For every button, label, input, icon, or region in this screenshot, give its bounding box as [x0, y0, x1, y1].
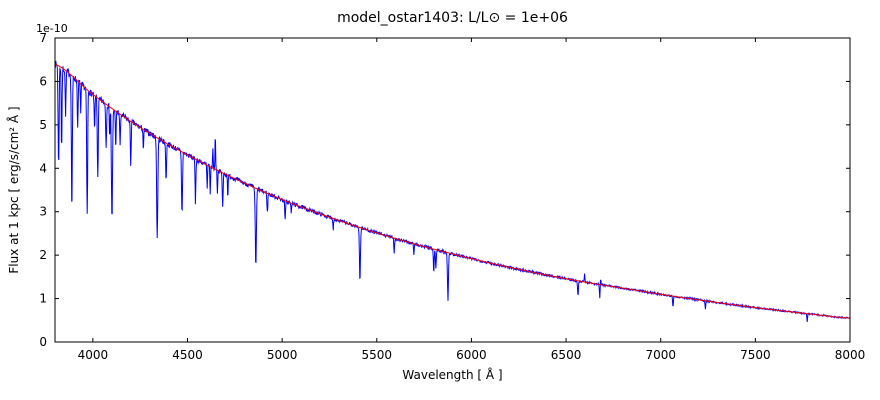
x-tick-label: 6000 [456, 348, 487, 362]
y-tick-label: 5 [39, 118, 47, 132]
x-tick-label: 7500 [740, 348, 771, 362]
x-tick-label: 5500 [362, 348, 393, 362]
y-tick-label: 1 [39, 292, 47, 306]
y-tick-label: 3 [39, 205, 47, 219]
x-tick-label: 7000 [645, 348, 676, 362]
y-tick-label: 4 [39, 161, 47, 175]
y-axis-offset-label: 1e-10 [36, 22, 68, 35]
axis-ticks [55, 37, 851, 343]
spectrum-line [54, 60, 851, 322]
y-tick-label: 2 [39, 248, 47, 262]
tick-labels: 4000 4500 5000 5500 6000 6500 7000 7500 8000 0 1 2 3… [39, 31, 865, 362]
axes-frame [54, 37, 851, 343]
x-axis-label: Wavelength [ Å ] [402, 368, 503, 382]
chart-title: model_ostar1403: L/L⊙ = 1e+06 [337, 10, 568, 26]
continuum-line [54, 63, 850, 319]
x-tick-label: 6500 [551, 348, 582, 362]
x-tick-label: 8000 [835, 348, 866, 362]
x-tick-label: 5000 [267, 348, 298, 362]
x-tick-label: 4000 [78, 348, 109, 362]
y-tick-label: 6 [39, 74, 47, 88]
y-tick-label: 0 [39, 335, 47, 349]
x-tick-label: 4500 [172, 348, 203, 362]
y-tick-label: 7 [39, 31, 47, 45]
